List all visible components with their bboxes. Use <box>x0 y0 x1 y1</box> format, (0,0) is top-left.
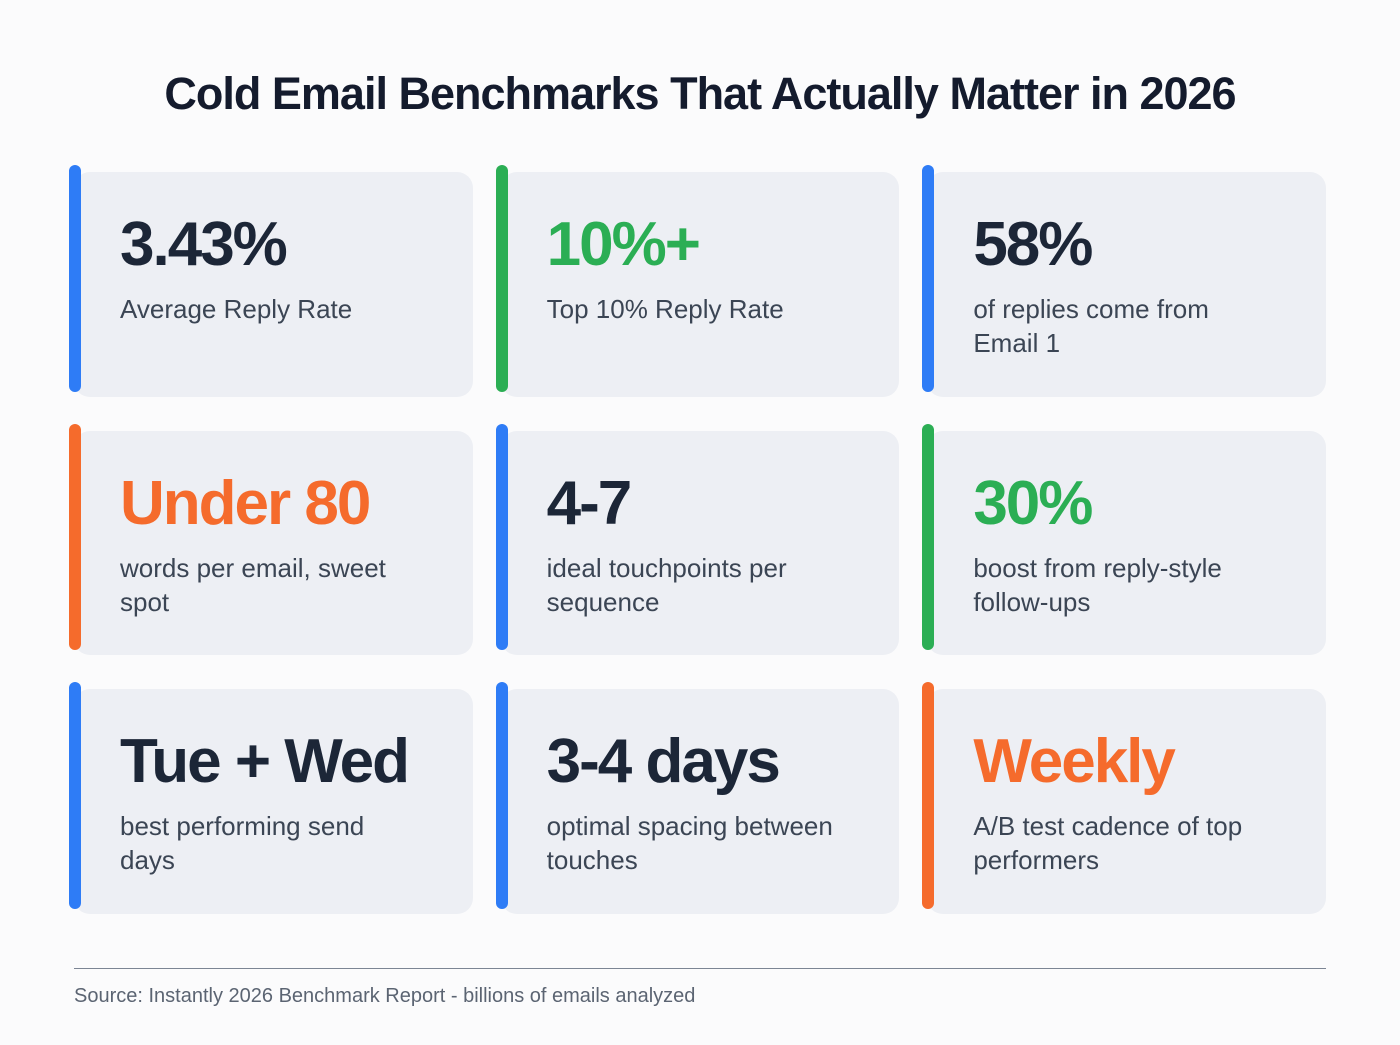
card-accent-bar <box>922 682 935 910</box>
stat-value: Tue + Wed <box>120 727 410 797</box>
footer: Source: Instantly 2026 Benchmark Report … <box>74 968 1326 1008</box>
infographic-page: Cold Email Benchmarks That Actually Matt… <box>69 0 1326 1008</box>
stat-card-reply-style-boost: 30% boost from reply-style follow-ups <box>922 423 1326 656</box>
card-accent-bar <box>69 682 81 910</box>
stat-value: 3-4 days <box>546 727 781 797</box>
stat-label: words per email, sweet spot <box>120 552 386 617</box>
stat-label: of replies come from Email 1 <box>973 294 1209 358</box>
card-accent-bar <box>922 423 935 651</box>
stat-card-words-per-email: Under 80 words per email, sweet spot <box>69 423 473 656</box>
stat-label: optimal spacing between touches <box>546 811 833 876</box>
source-text: Source: Instantly 2026 Benchmark Report … <box>74 985 696 1008</box>
card-accent-bar <box>922 165 935 392</box>
stat-card-ab-test-cadence: Weekly A/B test cadence of top performer… <box>922 682 1326 915</box>
stat-value: 30% <box>973 468 1093 538</box>
stat-card-replies-email-1: 58% of replies come from Email 1 <box>922 165 1326 397</box>
stat-label: Average Reply Rate <box>120 294 353 325</box>
card-accent-bar <box>69 423 81 651</box>
card-accent-bar <box>69 165 81 392</box>
stat-card-top-reply-rate: 10%+ Top 10% Reply Rate <box>495 165 900 397</box>
stat-card-touch-spacing: 3-4 days optimal spacing between touches <box>495 682 900 915</box>
stat-card-touchpoints: 4-7 ideal touchpoints per sequence <box>495 423 900 656</box>
stat-value: Weekly <box>973 727 1176 797</box>
stats-grid: 3.43% Average Reply Rate 10%+ Top 10% Re… <box>69 165 1326 915</box>
stat-label: best performing send days <box>120 811 365 876</box>
card-accent-bar <box>495 165 508 392</box>
stat-card-average-reply-rate: 3.43% Average Reply Rate <box>69 165 473 397</box>
stat-label: ideal touchpoints per sequence <box>546 552 787 617</box>
stat-value: 4-7 <box>546 468 633 538</box>
stat-value: Under 80 <box>120 468 371 538</box>
stat-value: 10%+ <box>546 210 701 279</box>
stat-value: 3.43% <box>120 210 288 279</box>
stat-value: 58% <box>973 210 1093 279</box>
stat-label: A/B test cadence of top performers <box>973 811 1243 876</box>
page-title: Cold Email Benchmarks That Actually Matt… <box>164 68 1236 119</box>
card-accent-bar <box>495 682 508 910</box>
stat-card-best-send-days: Tue + Wed best performing send days <box>69 682 473 915</box>
stat-label: Top 10% Reply Rate <box>546 294 784 325</box>
stat-label: boost from reply-style follow-ups <box>973 552 1222 617</box>
card-accent-bar <box>495 423 508 651</box>
